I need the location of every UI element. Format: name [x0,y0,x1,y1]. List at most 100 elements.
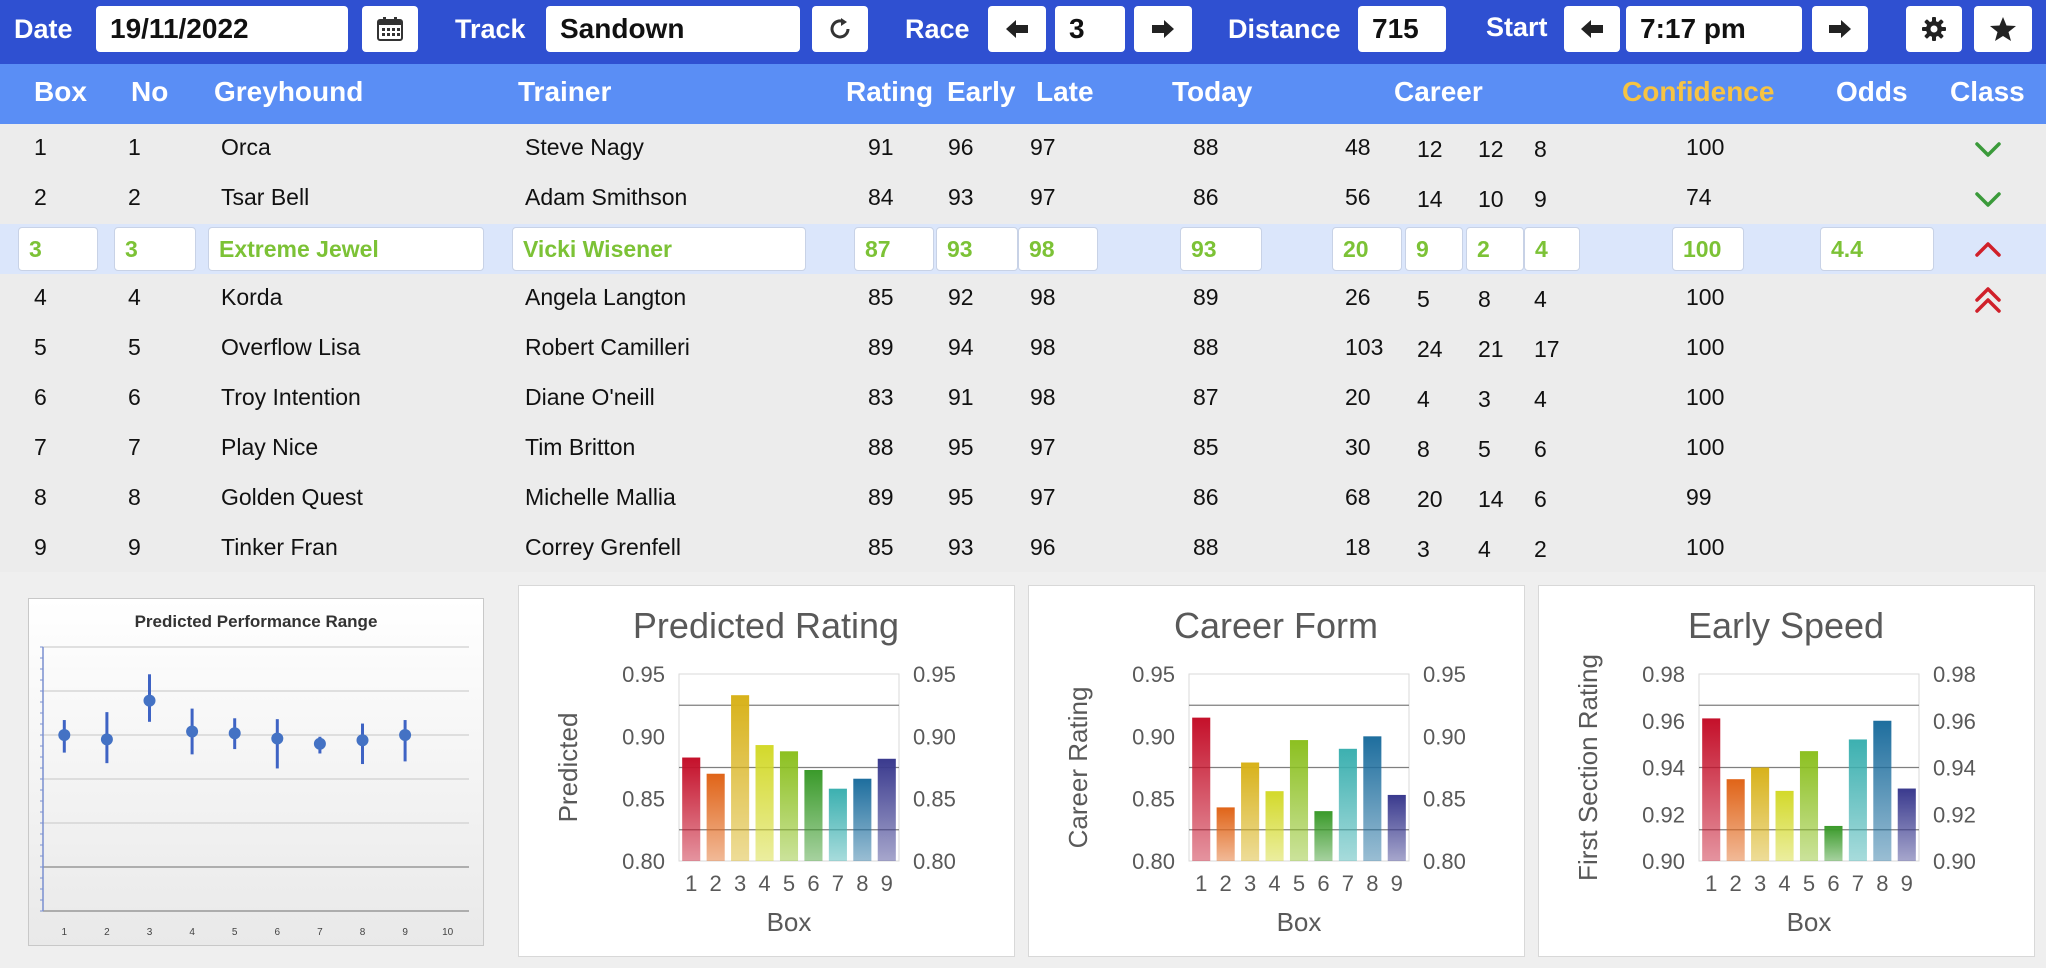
trainer-input[interactable]: Vicki Wisener [512,227,806,271]
odds-input[interactable]: 4.4 [1820,227,1934,271]
arrow-right-icon [1152,20,1174,38]
start-time-field[interactable]: 7:17 pm [1626,6,1802,52]
header-late[interactable]: Late [1036,76,1094,107]
distance-field[interactable]: 715 [1358,6,1446,52]
arrow-left-icon [1006,20,1028,38]
table-row[interactable]: 8 8 Golden Quest Michelle Mallia 89 95 97 86 68 2… [0,474,2046,524]
table-row[interactable]: 4 4 Korda Angela Langton 85 92 98 89 26 5 8 4 100 [0,274,2046,324]
x-axis-title: Box [1787,907,1832,937]
header-box[interactable]: Box [34,76,87,107]
today-cell: 87 [1193,384,1219,410]
track-label: Track [455,14,526,44]
race-prev-button[interactable] [988,6,1046,52]
box-input[interactable]: 3 [18,227,98,271]
start-label: Start [1486,12,1548,42]
career-starts-cell: 26 [1345,284,1371,310]
career-thirds-cell: 2 [1534,536,1547,562]
calendar-button[interactable] [362,6,418,52]
date-field[interactable]: 19/11/2022 [96,6,348,52]
confidence-cell: 100 [1686,534,1725,560]
table-row[interactable]: 6 6 Troy Intention Diane O'neill 83 91 98 87 20 4… [0,374,2046,424]
confidence-cell: 100 [1686,434,1725,460]
career-seconds-cell: 3 [1478,386,1491,412]
bar [1363,736,1382,861]
bar [1751,767,1770,861]
refresh-icon [830,18,850,39]
favorite-button[interactable] [1974,6,2032,52]
bar [755,745,774,861]
today-cell: 88 [1193,134,1219,160]
trainer-cell: Angela Langton [525,284,687,310]
career-seconds-cell: 21 [1478,336,1504,362]
start-prev-button[interactable] [1564,6,1620,52]
header-odds[interactable]: Odds [1836,76,1908,107]
career-seconds-input[interactable]: 2 [1466,227,1524,271]
x-tick-label: 4 [1778,871,1790,896]
header-trainer[interactable]: Trainer [518,76,612,107]
header-no[interactable]: No [131,76,169,107]
header-confidence[interactable]: Confidence [1622,76,1775,107]
x-tick-label: 1 [62,927,68,938]
header-greyhound[interactable]: Greyhound [214,76,364,107]
table-row[interactable]: 2 2 Tsar Bell Adam Smithson 84 93 97 86 56 14 10 9 7… [0,174,2046,224]
track-field[interactable]: Sandown [546,6,800,52]
race-field[interactable]: 3 [1055,6,1125,52]
x-tick-label: 9 [1901,871,1913,896]
race-next-button[interactable] [1134,6,1192,52]
career-seconds-cell: 5 [1478,436,1491,462]
y-axis-title: First Section Rating [1573,654,1603,881]
number-input[interactable]: 3 [114,227,196,271]
x-tick-label: 6 [1827,871,1839,896]
start-next-button[interactable] [1812,6,1868,52]
early-cell: 95 [948,484,974,510]
refresh-button[interactable] [812,6,868,52]
career-thirds-cell: 9 [1534,186,1547,212]
settings-button[interactable] [1906,6,1962,52]
y-axis-title: Career Rating [1063,687,1093,849]
x-tick-label: 4 [758,871,770,896]
greyhound-name-input[interactable]: Extreme Jewel [208,227,484,271]
header-rating[interactable]: Rating [846,76,934,107]
arrow-right-icon [1829,20,1851,38]
x-tick-label: 8 [1366,871,1378,896]
header-today[interactable]: Today [1172,76,1253,107]
data-point [186,725,199,738]
header-career[interactable]: Career [1394,76,1483,107]
table-row[interactable]: 9 9 Tinker Fran Correy Grenfell 85 93 96 88 18 3 4… [0,524,2046,574]
today-input[interactable]: 93 [1180,227,1262,271]
table-row[interactable]: 3 3 Extreme Jewel Vicki Wisener 87 93 98 93 20 9 2… [0,224,2046,274]
confidence-input[interactable]: 100 [1672,227,1744,271]
y2-tick-label: 0.98 [1933,662,1976,687]
bar [1897,788,1916,861]
table-row[interactable]: 1 1 Orca Steve Nagy 91 96 97 88 48 12 12 8 100 [0,124,2046,174]
x-tick-label: 3 [147,927,153,938]
header-early[interactable]: Early [947,76,1016,107]
y2-tick-label: 0.90 [913,724,956,749]
early-input[interactable]: 93 [936,227,1018,271]
header-class[interactable]: Class [1950,76,2025,107]
y2-tick-label: 0.90 [1933,849,1976,874]
career-wins-input[interactable]: 9 [1405,227,1463,271]
y-tick-label: 0.85 [1132,787,1175,812]
bar [1775,790,1794,861]
career-thirds-input[interactable]: 4 [1524,227,1580,271]
early-cell: 91 [948,384,974,410]
late-cell: 98 [1030,384,1056,410]
late-input[interactable]: 98 [1018,227,1098,271]
bar [828,788,847,861]
table-row[interactable]: 7 7 Play Nice Tim Britton 88 95 97 85 30 8 5 6 100 [0,424,2046,474]
trainer-cell: Steve Nagy [525,134,644,160]
confidence-cell: 100 [1686,134,1725,160]
late-cell: 98 [1030,334,1056,360]
number-cell: 8 [128,484,141,510]
x-tick-label: 4 [189,927,195,938]
bar [1314,811,1333,861]
table-row[interactable]: 5 5 Overflow Lisa Robert Camilleri 89 94 98 88 1… [0,324,2046,374]
bar [1265,791,1284,861]
career-starts-input[interactable]: 20 [1332,227,1402,271]
x-tick-label: 2 [710,871,722,896]
rating-input[interactable]: 87 [854,227,934,271]
greyhound-name-cell: Play Nice [221,434,319,460]
today-cell: 86 [1193,184,1219,210]
x-tick-label: 7 [1852,871,1864,896]
